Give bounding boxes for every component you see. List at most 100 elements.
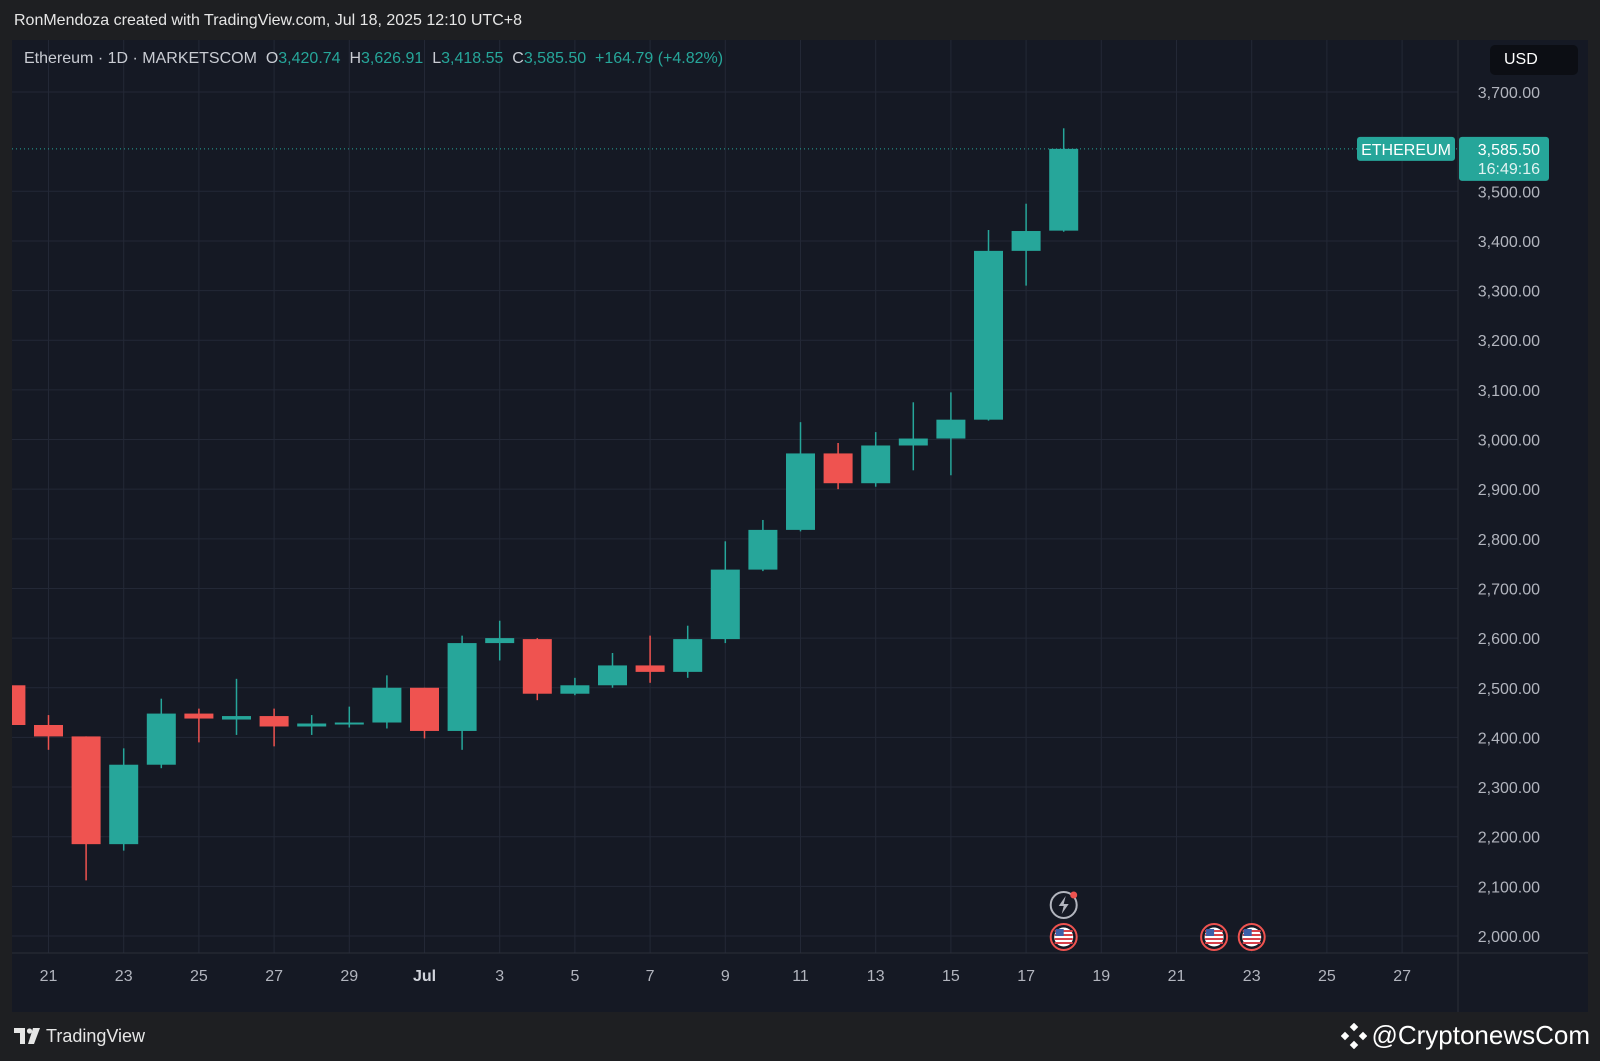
flag-stripe (1054, 942, 1073, 944)
x-tick-label: 17 (1017, 968, 1035, 985)
candle (447, 635, 477, 750)
flag-stripe (1242, 938, 1261, 940)
candle (898, 402, 928, 471)
candle-body (673, 639, 703, 672)
ethereum-label-box (1357, 136, 1455, 161)
x-tick-label: 25 (1318, 968, 1336, 985)
candle (184, 708, 214, 743)
y-tick-label: 3,300.00 (1478, 284, 1540, 301)
flag-stripe (1205, 942, 1224, 944)
x-tick-label: 7 (646, 968, 655, 985)
x-tick-label: 27 (265, 968, 283, 985)
chart-panel[interactable]: 2,000.00 2,100.00 2,200.00 2,300.00 2,400.00… (12, 40, 1588, 1012)
lightning-icon (1058, 896, 1069, 914)
candle (34, 715, 63, 750)
x-tick-label: 29 (340, 968, 358, 985)
candle (146, 698, 176, 769)
candle-body (598, 665, 627, 686)
change-value: +164.79 (+4.82%) (595, 50, 724, 67)
diamond-logo-icon (1341, 1022, 1368, 1049)
y-tick-label: 3,500.00 (1478, 184, 1540, 201)
candles (12, 128, 1079, 881)
candle-body (748, 529, 778, 570)
candle (522, 638, 552, 701)
x-tick-label: 13 (867, 968, 885, 985)
y-tick-label: 2,700.00 (1478, 581, 1540, 598)
close-label: C (512, 50, 524, 67)
y-tick-label: 3,200.00 (1478, 333, 1540, 350)
low-value: 3,418.55 (441, 50, 504, 67)
candle-body (259, 716, 289, 727)
candle-body (861, 445, 891, 484)
candle-body (222, 716, 251, 720)
candle-body (297, 723, 327, 727)
us-flag-event-icon (1200, 923, 1229, 951)
symbol-legend: Ethereum · 1D · MARKETSCOM O3,420.74 H3,… (24, 50, 723, 68)
x-tick-label: 19 (1092, 968, 1110, 985)
candle (1049, 128, 1079, 232)
x-tick-label: 5 (570, 968, 579, 985)
watermark: @CryptonewsCom (1341, 1020, 1590, 1051)
candle-body (710, 569, 740, 640)
candle (372, 675, 402, 729)
candle (12, 685, 26, 725)
candle-body (410, 687, 439, 731)
y-tick-label: 2,500.00 (1478, 681, 1540, 698)
candle-body (786, 453, 815, 530)
candle-body (485, 638, 515, 644)
currency-button[interactable]: USD (1490, 45, 1578, 75)
low-label: L (432, 50, 442, 67)
event-markers (1049, 891, 1266, 951)
candle (786, 422, 815, 532)
candle (861, 432, 891, 487)
chart-credit: RonMendoza created with TradingView.com,… (14, 12, 522, 29)
candle (974, 230, 1003, 421)
candle-body (146, 713, 176, 765)
x-tick-label: 25 (190, 968, 208, 985)
bar-countdown: 16:49:16 (1478, 161, 1540, 178)
us-flag-event-icon (1049, 923, 1078, 951)
candle-body (372, 687, 402, 723)
y-tick-label: 2,600.00 (1478, 631, 1540, 648)
y-tick-label: 3,000.00 (1478, 433, 1540, 450)
x-tick-label: 27 (1393, 968, 1411, 985)
x-tick-label: 21 (40, 968, 58, 985)
x-tick-label: 3 (495, 968, 504, 985)
candle-body (560, 685, 590, 694)
flag-canton (1243, 929, 1252, 936)
x-tick-label: 23 (115, 968, 133, 985)
news-dot (1070, 891, 1078, 899)
candle-body (12, 685, 26, 725)
candle (936, 392, 966, 476)
last-price-box (1459, 136, 1549, 181)
candle (109, 748, 139, 851)
candle-body (823, 453, 853, 484)
candle-body (184, 713, 214, 719)
candlestick-chart[interactable]: 2,000.00 2,100.00 2,200.00 2,300.00 2,400.00… (12, 40, 1588, 1012)
candle (485, 620, 515, 661)
y-tick-label: 2,400.00 (1478, 730, 1540, 747)
y-tick-label: 3,700.00 (1478, 85, 1540, 102)
high-label: H (349, 50, 362, 67)
open-value: 3,420.74 (278, 50, 341, 67)
candle (259, 708, 289, 747)
candle (635, 635, 665, 683)
candle-body (898, 438, 928, 446)
candle (1011, 203, 1041, 286)
tradingview-brand: TradingView (46, 1025, 146, 1046)
ethereum-label: ETHEREUM (1361, 142, 1451, 159)
open-label: O (265, 50, 279, 67)
y-tick-label: 2,200.00 (1478, 830, 1540, 847)
candle-body (1011, 231, 1041, 251)
candle (410, 687, 439, 739)
flag-canton (1055, 929, 1064, 936)
tradingview-logo[interactable]: TradingView (14, 1024, 145, 1048)
x-tick-label: 11 (792, 968, 809, 985)
candle (222, 678, 251, 735)
y-tick-label: 2,800.00 (1478, 532, 1540, 549)
y-tick-label: 2,100.00 (1478, 879, 1540, 896)
last-price-value: 3,585.50 (1478, 142, 1540, 159)
footer: TradingView @CryptonewsCom (0, 1012, 1600, 1061)
candle (598, 653, 627, 688)
candle (71, 736, 101, 881)
